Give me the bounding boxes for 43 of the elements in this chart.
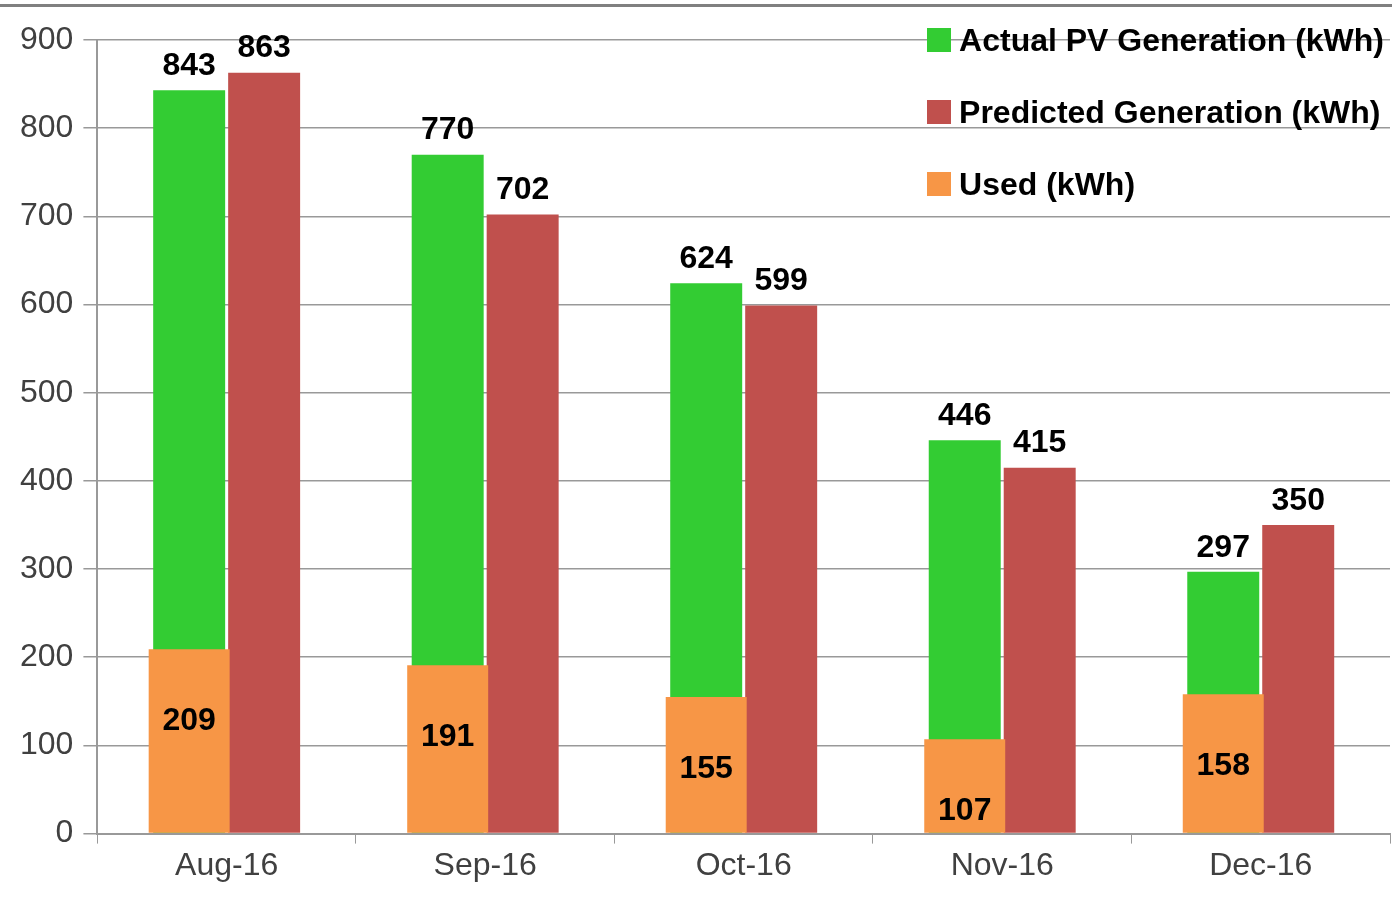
bar	[407, 665, 489, 833]
data-label: 350	[1271, 480, 1325, 517]
y-tick-label: 300	[20, 548, 74, 585]
legend-label: Predicted Generation (kWh)	[959, 93, 1381, 131]
data-label: 297	[1196, 527, 1250, 564]
bar	[1182, 694, 1264, 833]
bar	[924, 739, 1006, 833]
y-tick-label: 400	[20, 460, 74, 497]
bar	[148, 649, 230, 833]
y-tick-label: 800	[20, 108, 74, 145]
data-label: 599	[754, 261, 808, 298]
data-label: 415	[1013, 423, 1067, 460]
data-label: 624	[679, 239, 734, 276]
y-tick-label: 0	[55, 813, 74, 850]
x-tick-label: Aug-16	[175, 845, 279, 882]
legend-label: Used (kWh)	[959, 165, 1136, 203]
y-tick-label: 100	[20, 725, 74, 762]
data-label: 446	[938, 396, 992, 433]
y-tick-label: 900	[20, 19, 74, 56]
data-label: 702	[495, 170, 550, 207]
data-label: 209	[162, 701, 216, 738]
data-label: 770	[420, 110, 475, 147]
data-label: 863	[237, 28, 291, 65]
y-tick-label: 200	[20, 637, 74, 674]
y-tick-label: 700	[20, 196, 74, 233]
y-tick-label: 500	[20, 372, 74, 409]
data-label: 158	[1196, 746, 1250, 783]
bar	[486, 214, 559, 833]
x-tick-label: Sep-16	[433, 845, 537, 882]
x-tick-label: Oct-16	[695, 845, 792, 882]
data-label: 843	[162, 46, 216, 83]
data-label: 107	[938, 791, 992, 828]
y-tick-label: 600	[20, 284, 74, 321]
data-label: 155	[679, 748, 733, 785]
bar	[1262, 524, 1335, 833]
x-tick-label: Dec-16	[1209, 845, 1313, 882]
data-label: 191	[420, 717, 475, 754]
bar	[745, 305, 818, 833]
bar	[228, 72, 301, 833]
x-tick-label: Nov-16	[950, 845, 1054, 882]
legend-label: Actual PV Generation (kWh)	[959, 21, 1384, 59]
bar	[1003, 467, 1076, 833]
bar	[665, 696, 747, 833]
